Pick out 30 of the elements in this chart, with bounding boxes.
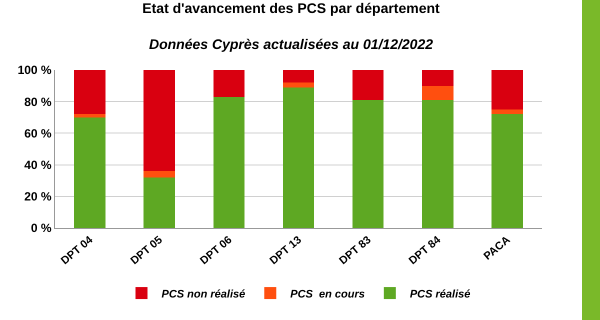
bar — [74, 117, 106, 228]
bar — [74, 114, 106, 118]
chart-title: Etat d'avancement des PCS par département — [142, 0, 440, 16]
y-tick-label: 60 % — [24, 126, 52, 140]
bar — [282, 87, 314, 228]
bar — [144, 70, 176, 172]
y-tick-label: 20 % — [24, 190, 52, 204]
legend-label: PCS non réalisé — [162, 288, 246, 300]
bar — [492, 114, 523, 228]
bar — [422, 100, 454, 228]
y-tick-label: 80 % — [24, 94, 52, 109]
bar — [492, 110, 523, 114]
bar — [74, 70, 106, 114]
bar — [282, 70, 314, 83]
y-tick-label: 100 % — [18, 63, 52, 78]
bar — [213, 96, 245, 228]
y-tick-label: 40 % — [24, 158, 52, 172]
chart-subtitle: Données Cyprès actualisées au 01/12/2022 — [148, 36, 434, 52]
bar — [282, 82, 314, 88]
y-tick-label: 0 % — [30, 221, 52, 236]
bar — [492, 70, 523, 110]
legend-label: PCS en cours — [290, 288, 365, 300]
bar — [213, 70, 245, 97]
bar — [422, 70, 454, 86]
bar — [144, 177, 176, 228]
bar — [144, 171, 176, 178]
bar — [352, 70, 384, 100]
bar — [422, 86, 454, 100]
bar — [352, 100, 384, 228]
legend-label: PCS réalisé — [410, 288, 470, 300]
